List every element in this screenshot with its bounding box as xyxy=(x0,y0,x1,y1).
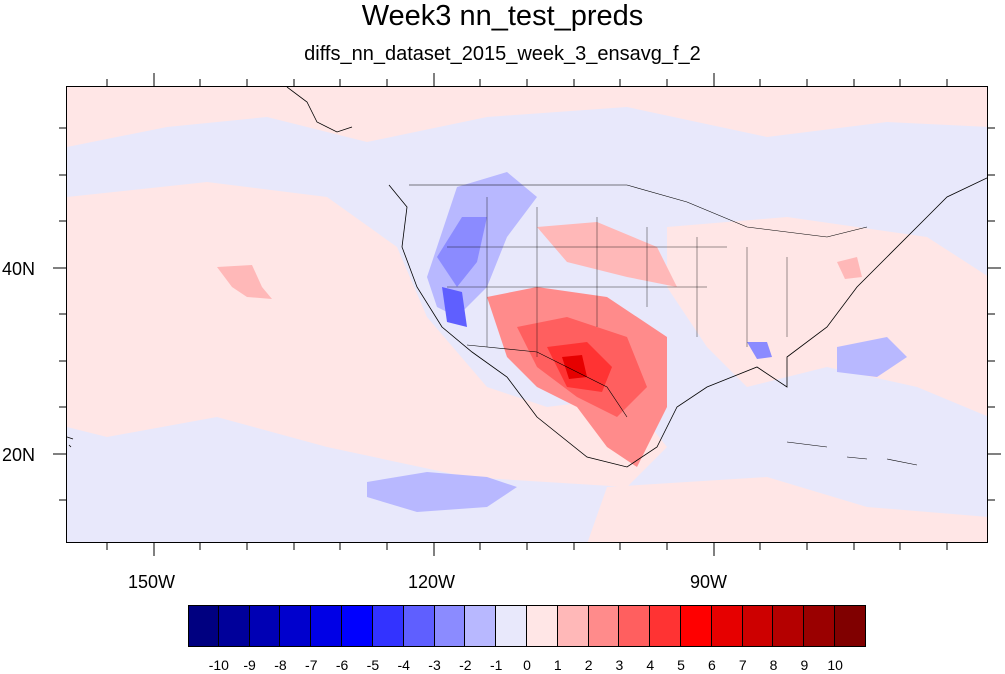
colorbar-swatch xyxy=(496,605,527,647)
lon-label-90w: 90W xyxy=(690,572,728,592)
colorbar-tick-label: -7 xyxy=(305,657,318,673)
colorbar-swatch xyxy=(619,605,651,647)
colorbar-tick-label: -10 xyxy=(208,657,229,673)
colorbar-swatch xyxy=(650,605,681,647)
pink-region-central-pacific xyxy=(67,182,667,487)
colorbar-swatch xyxy=(280,605,312,647)
colorbar-tick-label: -6 xyxy=(335,657,349,673)
pink-region-north xyxy=(67,87,987,147)
colorbar-tick-label: 7 xyxy=(738,657,747,673)
coastline-north-america xyxy=(388,177,987,468)
colorbar-swatch xyxy=(249,605,281,647)
map-subtitle: diffs_nn_dataset_2015_week_3_ensavg_f_2 xyxy=(304,43,701,65)
colorbar-tick-label: -3 xyxy=(428,657,441,673)
lat-label-20n: 20N xyxy=(2,445,36,465)
pink-region-south xyxy=(587,477,987,542)
lat-ticks-left xyxy=(53,127,66,501)
colorbar-tick-label: 8 xyxy=(769,657,778,673)
colorbar-swatch xyxy=(188,605,219,647)
blue-region-northwest-core xyxy=(437,217,487,287)
lon-label-150w: 150W xyxy=(128,572,176,592)
colorbar-swatch xyxy=(311,605,343,647)
colorbar-swatch xyxy=(742,605,774,647)
colorbar-swatch xyxy=(835,605,866,647)
colorbar-tick-label: 0 xyxy=(523,657,531,673)
colorbar-swatch xyxy=(218,605,250,647)
colorbar-tick-label: 6 xyxy=(708,657,716,673)
hawaii-islands xyxy=(67,436,74,448)
colorbar-swatch xyxy=(434,605,466,647)
alaska-coast xyxy=(286,87,353,133)
colorbar-tick-label: 2 xyxy=(584,657,593,673)
colorbar-swatch xyxy=(804,605,836,647)
lat-label-40n: 40N xyxy=(2,259,36,279)
colorbar-tick-label: 5 xyxy=(677,657,685,673)
map-field-svg xyxy=(67,87,987,542)
colorbar-tick-label: -2 xyxy=(459,657,472,673)
colorbar-tick-label: -1 xyxy=(489,657,503,673)
lon-ticks-bottom xyxy=(106,543,948,556)
colorbar-swatch xyxy=(681,605,712,647)
lon-ticks-top xyxy=(106,73,948,86)
colorbar-swatch xyxy=(557,605,589,647)
map-title: Week3 nn_test_preds xyxy=(361,0,644,32)
map-plot-area xyxy=(66,86,988,543)
colorbar-tick-label: -9 xyxy=(243,657,256,673)
colorbar-tick-label: 1 xyxy=(553,657,562,673)
colorbar-swatch xyxy=(342,605,373,647)
red-region-pacific-spot xyxy=(217,265,272,299)
colorbar-tick-label: -5 xyxy=(366,657,380,673)
blue-region-florida xyxy=(747,342,772,359)
colorbar-swatch xyxy=(372,605,404,647)
colorbar-swatch xyxy=(773,605,805,647)
colorbar-tick-label: 10 xyxy=(827,657,843,673)
red-region-plains xyxy=(537,222,677,287)
red-region-northeast xyxy=(837,257,862,279)
colorbar-tick-label: -8 xyxy=(274,657,287,673)
colorbar-swatch xyxy=(465,605,497,647)
blue-region-pacific-south xyxy=(367,472,517,512)
blue-region-california xyxy=(442,287,467,327)
colorbar-tick-label: 9 xyxy=(800,657,809,673)
us-border-north xyxy=(409,184,868,238)
colorbar-swatch xyxy=(588,605,620,647)
caribbean-islands xyxy=(786,441,918,466)
blue-region-atlantic xyxy=(837,337,907,377)
colorbar-tick-label: 3 xyxy=(615,657,624,673)
us-border-south xyxy=(466,344,628,418)
colorbar-swatch xyxy=(526,605,558,647)
colorbar-tick-label: 4 xyxy=(646,657,655,673)
colorbar-tick-label: -4 xyxy=(397,657,410,673)
lon-label-120w: 120W xyxy=(408,572,456,592)
red-region-texas-peak xyxy=(562,355,587,379)
colorbar-swatch xyxy=(403,605,435,647)
lat-ticks-right xyxy=(988,127,1001,501)
state-lines xyxy=(447,197,788,357)
colorbar-swatch xyxy=(711,605,743,647)
colorbar-labels: -10 -9 -8 -7 -6 -5 -4 -3 -2 -1 0 1 2 3 4 5 6 7 8 9 10 xyxy=(0,658,1005,674)
colorbar xyxy=(188,605,866,647)
